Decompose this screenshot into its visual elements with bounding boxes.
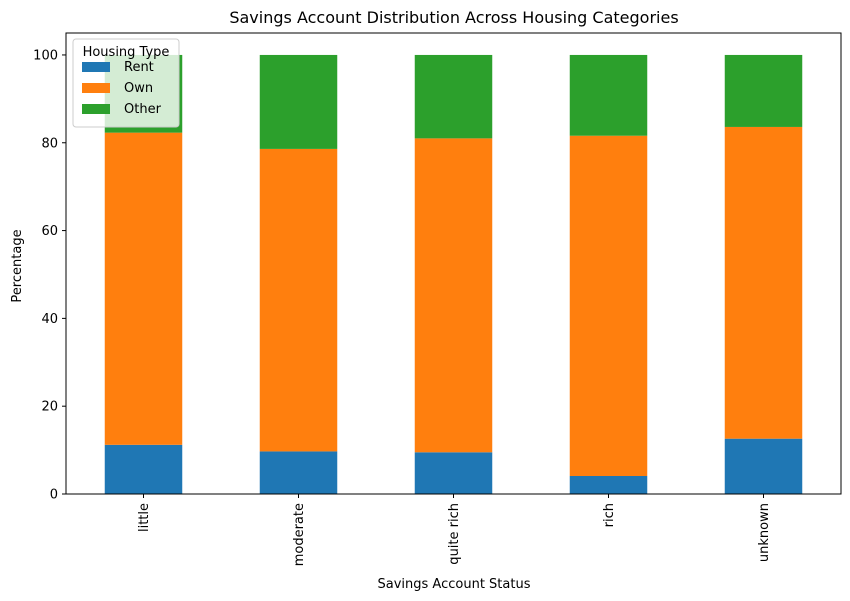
chart-title: Savings Account Distribution Across Hous… (229, 8, 678, 27)
bar-own-moderate (259, 148, 338, 452)
legend: Housing Type Rent Own Other (72, 38, 180, 128)
bar-rent-little (104, 444, 183, 494)
bar-own-unknown (724, 126, 803, 439)
bar-other-quite-rich (414, 54, 493, 139)
bar-own-quite-rich (414, 138, 493, 453)
x-axis-label: Savings Account Status (378, 577, 531, 592)
y-axis-label: Percentage (10, 229, 25, 302)
y-tick-label: 0 (50, 488, 58, 503)
y-tick-label: 100 (33, 48, 58, 63)
x-tick-label: moderate (292, 503, 307, 566)
legend-swatch-rent (82, 62, 110, 72)
bar-other-rich (569, 54, 648, 136)
legend-label-rent: Rent (124, 60, 154, 75)
bar-own-rich (569, 135, 648, 477)
bar-rent-rich (569, 476, 648, 494)
x-tick-label: little (137, 503, 152, 532)
legend-swatch-own (82, 83, 110, 93)
x-tick-label: rich (602, 503, 617, 527)
bar-other-unknown (724, 54, 803, 127)
y-tick-label: 80 (41, 136, 58, 151)
x-tick-label: unknown (757, 503, 772, 562)
legend-label-own: Own (124, 81, 153, 96)
bar-other-moderate (259, 54, 338, 149)
legend-entries: Rent Own Other (82, 60, 162, 117)
bar-rent-moderate (259, 451, 338, 494)
bar-own-little (104, 132, 183, 445)
bar-rent-unknown (724, 438, 803, 494)
x-tick-label: quite rich (447, 503, 462, 565)
plot-area: 0 20 40 60 80 100 little moderate quite rich rich… (33, 32, 842, 566)
legend-label-other: Other (124, 102, 162, 117)
y-tick-label: 60 (41, 224, 58, 239)
bar-rent-quite-rich (414, 452, 493, 494)
y-tick-label: 40 (41, 312, 58, 327)
y-tick-label: 20 (41, 400, 58, 415)
legend-swatch-other (82, 104, 110, 114)
legend-title: Housing Type (83, 45, 170, 60)
